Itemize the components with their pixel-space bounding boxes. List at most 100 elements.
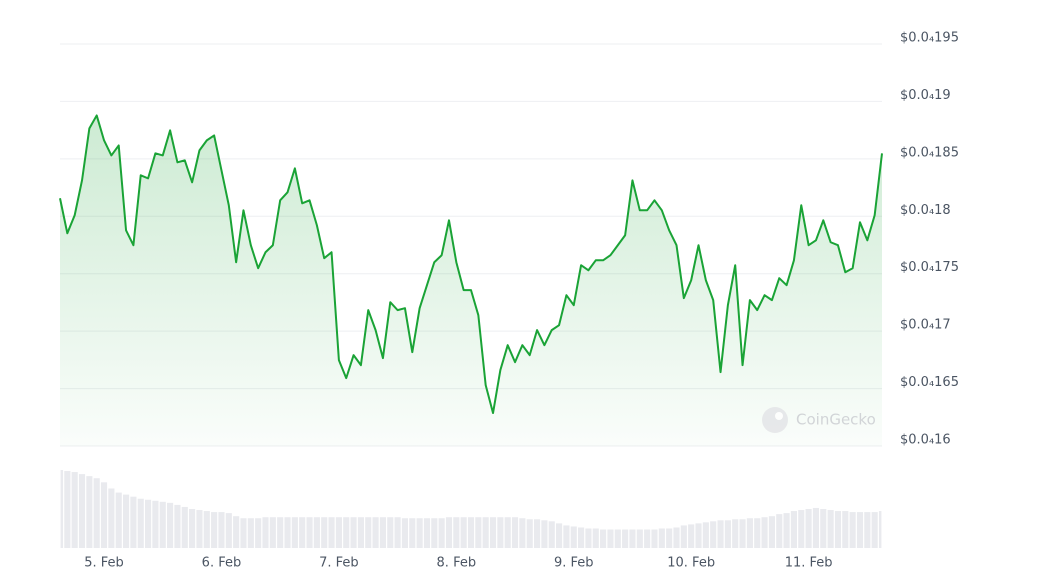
volume-bar (614, 529, 621, 548)
volume-bar (416, 518, 423, 548)
volume-bar (695, 523, 702, 548)
volume-bar (387, 517, 394, 548)
volume-bar (511, 517, 519, 548)
volume-bar (717, 520, 724, 548)
volume-bar (321, 517, 328, 548)
volume-bar (277, 517, 284, 548)
volume-bar (783, 513, 790, 548)
volume-bar (108, 488, 115, 548)
x-tick-label: 9. Feb (554, 556, 594, 571)
volume-bar (732, 519, 739, 548)
volume-bar (798, 510, 805, 548)
volume-bar (739, 519, 746, 548)
volume-bar (578, 527, 585, 548)
volume-bar (768, 516, 775, 548)
volume-bar (130, 496, 137, 548)
volume-bar (291, 517, 298, 548)
volume-bar (812, 507, 820, 548)
volume-bar (394, 517, 401, 548)
volume-bar (225, 513, 232, 548)
volume-bar (438, 518, 445, 548)
volume-bar (409, 518, 416, 548)
volume-bar (702, 522, 709, 548)
volume-bar (563, 525, 570, 548)
volume-bar (526, 519, 533, 548)
volume-bar (379, 517, 386, 548)
volume-bar (86, 476, 93, 548)
volume-bar (240, 518, 247, 548)
volume-bar (871, 512, 878, 548)
volume-bar (299, 517, 306, 548)
volume-bar (475, 517, 482, 548)
volume-bar (724, 520, 731, 548)
volume-bar (666, 528, 673, 548)
volume-bar (269, 517, 276, 548)
volume-bar (60, 470, 64, 548)
volume-bar (100, 482, 108, 548)
volume-bar (842, 511, 849, 548)
volume-bar (453, 517, 460, 548)
price-area (60, 115, 882, 446)
volume-bar (189, 509, 196, 548)
y-tick-label: $0.0₄17 (900, 318, 951, 333)
volume-bar (137, 498, 144, 548)
volume-bar (585, 528, 592, 548)
volume-bar (776, 514, 783, 548)
volume-bar (262, 517, 269, 548)
volume-bar (710, 521, 717, 548)
volume-bar (761, 517, 768, 548)
volume-bar (790, 511, 797, 548)
volume-bar (504, 517, 511, 548)
volume-bar (570, 526, 577, 548)
volume-bar (313, 517, 320, 548)
x-tick-label: 7. Feb (319, 556, 359, 571)
volume-bar (423, 518, 431, 548)
volume-bar (401, 518, 409, 548)
volume-bar (71, 472, 78, 548)
volume-bar (167, 502, 174, 548)
y-tick-label: $0.0₄18 (900, 203, 951, 218)
watermark: CoinGecko (762, 407, 876, 433)
y-tick-label: $0.0₄185 (900, 145, 959, 160)
volume-bar (834, 511, 842, 548)
x-tick-label: 11. Feb (785, 556, 833, 571)
volume-bar (335, 517, 342, 548)
y-tick-label: $0.0₄19 (900, 88, 951, 103)
volume-bar (122, 494, 130, 548)
volume-bar (497, 517, 504, 548)
volume-bar (556, 523, 563, 548)
volume-bar (849, 512, 856, 548)
volume-bar (78, 474, 86, 548)
volume-bar (64, 471, 71, 548)
volume-bar (218, 512, 225, 548)
volume-bar (592, 528, 599, 548)
volume-bar (460, 517, 467, 548)
volume-bar (519, 518, 526, 548)
volume-bar (688, 524, 695, 548)
volume-bar (306, 517, 313, 548)
volume-bar (864, 512, 871, 548)
x-tick-label: 8. Feb (437, 556, 477, 571)
volume-bar (467, 517, 475, 548)
volume-bar (636, 529, 643, 548)
volume-bar (805, 509, 812, 548)
y-tick-label: $0.0₄195 (900, 31, 959, 46)
volume-bar (203, 511, 210, 548)
volume-bar (607, 529, 614, 548)
y-tick-label: $0.0₄165 (900, 375, 959, 390)
volume-bar (357, 517, 364, 548)
volume-bar (673, 527, 680, 548)
volume-bar (600, 529, 607, 548)
volume-bar (754, 518, 761, 548)
volume-bar (431, 518, 438, 548)
y-tick-label: $0.0₄16 (900, 433, 951, 448)
volume-bar (247, 518, 254, 548)
volume-bar (827, 510, 834, 548)
y-tick-label: $0.0₄175 (900, 260, 959, 275)
volume-bar (365, 517, 372, 548)
volume-bar (211, 512, 218, 548)
volume-bar (115, 492, 122, 548)
watermark-text: CoinGecko (796, 411, 876, 429)
